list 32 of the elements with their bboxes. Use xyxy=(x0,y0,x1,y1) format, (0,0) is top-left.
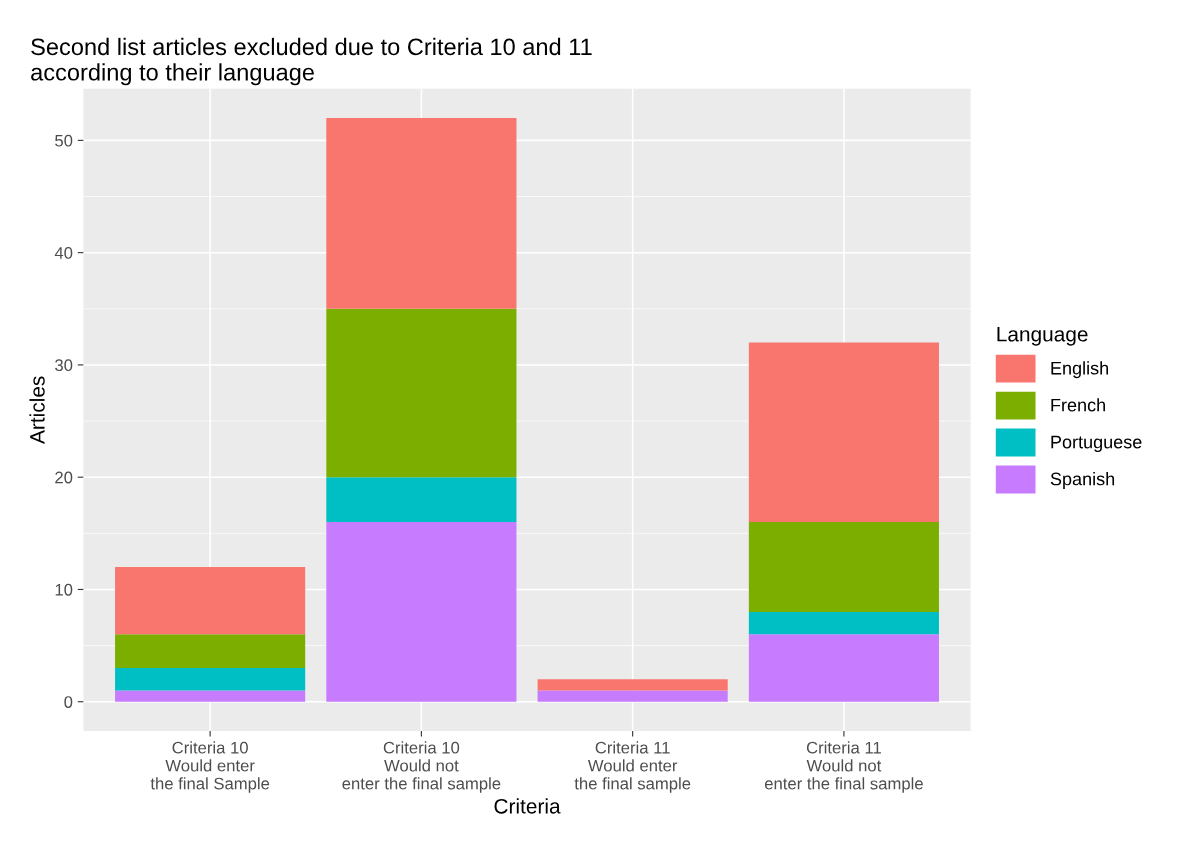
y-axis-title: Articles xyxy=(29,376,45,444)
x-axis-title: Criteria xyxy=(494,798,561,814)
bar xyxy=(326,117,517,309)
bar xyxy=(537,690,728,702)
bar xyxy=(537,679,728,691)
y-tick-label: 50 xyxy=(55,134,73,147)
bar xyxy=(748,342,939,523)
x-tick-label: Criteria 11 Would not enter the final sample xyxy=(764,741,923,793)
bar xyxy=(326,477,517,523)
bar xyxy=(748,522,939,612)
legend-label: Portuguese xyxy=(1051,435,1142,452)
y-tick-label: 10 xyxy=(55,583,73,596)
bar xyxy=(326,522,517,702)
y-tick-label: 30 xyxy=(55,359,73,372)
legend-label: Spanish xyxy=(1050,472,1115,489)
bar xyxy=(115,634,306,669)
x-tick-label: Criteria 10 Would enter the final Sample xyxy=(150,741,270,793)
bar xyxy=(115,567,306,635)
x-tick-label: Criteria 10 Would not enter the final sample xyxy=(342,741,501,793)
legend-label: French xyxy=(1051,398,1105,412)
bar xyxy=(748,634,939,702)
legend-title: Language xyxy=(997,327,1088,346)
y-tick-label: 40 xyxy=(54,247,73,259)
y-tick-label: 0 xyxy=(64,696,73,708)
y-tick-label: 20 xyxy=(55,471,73,484)
chart-title: Second list articles excluded due to Criteria 10 and 11 according to their language xyxy=(31,37,592,86)
bar xyxy=(748,611,939,635)
bar xyxy=(326,308,517,478)
bar xyxy=(115,668,306,691)
bar xyxy=(115,690,306,702)
legend-label: English xyxy=(1051,361,1108,379)
x-tick-label: Criteria 11 Would enter the final sample xyxy=(574,741,691,793)
